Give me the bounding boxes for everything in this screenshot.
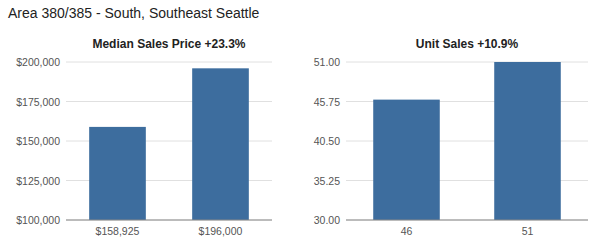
bars [373, 62, 561, 220]
y-tick-label: $100,000 [16, 214, 60, 226]
bar [192, 68, 249, 220]
figure-title: Area 380/385 - South, Southeast Seattle [8, 5, 260, 21]
bars [89, 68, 249, 220]
y-tick-label: $175,000 [16, 96, 60, 108]
y-tick-label: $150,000 [16, 135, 60, 147]
y-tick-label: $200,000 [16, 56, 60, 68]
y-tick-label: 30.00 [314, 214, 340, 226]
bar [89, 127, 146, 220]
grid-line [346, 220, 588, 221]
y-tick-label: 45.75 [314, 96, 340, 108]
x-tick-label: 51 [522, 225, 534, 237]
panel: Unit Sales +10.9% 30.00 35.25 40.50 45.75 51.… [314, 37, 588, 250]
grid-line [66, 62, 272, 63]
bar [373, 100, 440, 220]
panel-title: Median Sales Price +23.3% [92, 37, 245, 51]
panel: Median Sales Price +23.3% $100,000 $125,00… [16, 37, 272, 250]
x-axis-line [66, 220, 272, 221]
x-tick-label: 46 [401, 225, 413, 237]
x-tick-label: $196,000 [199, 225, 243, 237]
y-tick-label: 40.50 [314, 135, 340, 147]
bar [494, 62, 561, 220]
panel-title: Unit Sales +10.9% [416, 37, 519, 51]
y-tick-label: 51.00 [314, 56, 340, 68]
chart-root: Area 380/385 - South, Southeast Seattle M… [0, 0, 600, 250]
grid-line [66, 220, 272, 221]
x-axis-line [346, 220, 588, 221]
x-tick-label: $158,925 [96, 225, 140, 237]
y-tick-label: $125,000 [16, 175, 60, 187]
y-tick-label: 35.25 [314, 175, 340, 187]
